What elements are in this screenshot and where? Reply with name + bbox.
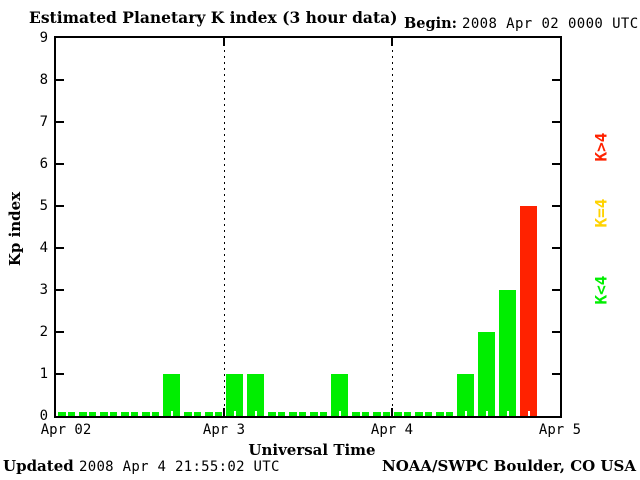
bar-tick-notch: [338, 411, 341, 416]
y-tick-right: [552, 121, 560, 123]
y-tick-left: [56, 373, 64, 375]
bar-tick-notch: [170, 411, 173, 416]
kp-bar: [268, 411, 285, 416]
bar-tick-notch: [191, 411, 194, 416]
y-tick-label: 0: [39, 408, 48, 424]
kp-bar: [184, 411, 201, 416]
updated-label: Updated: [3, 457, 74, 475]
y-tick-label: 4: [39, 240, 48, 256]
y-tick-label: 2: [39, 324, 48, 340]
day-boundary-line: [223, 38, 225, 416]
kp-bar: [436, 411, 453, 416]
legend-k-lt-4: K<4: [591, 275, 611, 305]
bar-tick-notch: [443, 411, 446, 416]
bar-tick-notch: [422, 411, 425, 416]
begin-value: 2008 Apr 02 0000 UTC: [462, 16, 639, 32]
kp-bar: [226, 374, 243, 416]
y-tick-right: [552, 247, 560, 249]
x-tick-label: Apr 5: [538, 422, 582, 438]
kp-bar: [457, 374, 474, 416]
bar-tick-notch: [506, 411, 509, 416]
bar-tick-notch: [86, 411, 89, 416]
x-tick-label: Apr 02: [40, 422, 92, 438]
day-boundary-line: [391, 38, 393, 416]
x-axis-title: Universal Time: [248, 441, 376, 459]
bar-tick-notch: [128, 411, 131, 416]
chart-title: Estimated Planetary K index (3 hour data…: [29, 8, 398, 27]
y-tick-left: [56, 205, 64, 207]
plot-area: [54, 36, 562, 418]
kp-bar: [142, 411, 159, 416]
y-tick-left: [56, 289, 64, 291]
bar-tick-notch: [212, 411, 215, 416]
x-tick-label: Apr 4: [370, 422, 414, 438]
kp-bar: [205, 411, 222, 416]
y-tick-right: [552, 289, 560, 291]
kp-bar: [310, 411, 327, 416]
y-tick-right: [552, 163, 560, 165]
day-boundary-tick-bottom: [391, 408, 393, 416]
kp-bar: [289, 411, 306, 416]
y-tick-left: [56, 247, 64, 249]
bar-tick-notch: [254, 411, 257, 416]
bar-tick-notch: [464, 411, 467, 416]
kp-bar: [373, 411, 390, 416]
day-boundary-tick-top: [391, 38, 393, 46]
legend-k-eq-4: K=4: [591, 198, 611, 228]
y-tick-label: 5: [39, 198, 48, 214]
legend-k-gt-4: K>4: [591, 132, 611, 162]
bar-tick-notch: [296, 411, 299, 416]
bar-tick-notch: [233, 411, 236, 416]
bar-tick-notch: [107, 411, 110, 416]
kp-bar: [58, 411, 75, 416]
updated-value: 2008 Apr 4 21:55:02 UTC: [78, 459, 280, 475]
bar-tick-notch: [275, 411, 278, 416]
kp-bar: [121, 411, 138, 416]
bar-tick-notch: [359, 411, 362, 416]
day-boundary-tick-top: [223, 38, 225, 46]
begin-label: Begin:: [404, 15, 458, 32]
kp-bar: [499, 290, 516, 416]
kp-bar: [331, 374, 348, 416]
kp-bar: [352, 411, 369, 416]
day-boundary-tick-bottom: [223, 408, 225, 416]
bar-tick-notch: [485, 411, 488, 416]
kp-bar: [79, 411, 96, 416]
y-tick-right: [552, 205, 560, 207]
y-tick-label: 6: [39, 156, 48, 172]
y-tick-label: 7: [39, 114, 48, 130]
x-tick-label: Apr 3: [202, 422, 246, 438]
kp-bar: [394, 411, 411, 416]
updated-line: Updated 2008 Apr 4 21:55:02 UTC: [3, 457, 280, 475]
bar-tick-notch: [401, 411, 404, 416]
y-tick-label: 1: [39, 366, 48, 382]
y-tick-left: [56, 121, 64, 123]
kp-bar: [247, 374, 264, 416]
y-tick-right: [552, 373, 560, 375]
y-tick-left: [56, 331, 64, 333]
y-tick-left: [56, 163, 64, 165]
y-tick-label: 8: [39, 72, 48, 88]
bar-tick-notch: [65, 411, 68, 416]
y-tick-label: 3: [39, 282, 48, 298]
bar-tick-notch: [380, 411, 383, 416]
bar-tick-notch: [527, 411, 530, 416]
y-tick-right: [552, 79, 560, 81]
bar-tick-notch: [317, 411, 320, 416]
kp-bar: [520, 206, 537, 416]
kp-bar: [478, 332, 495, 416]
kp-bar: [163, 374, 180, 416]
bar-tick-notch: [149, 411, 152, 416]
kp-bar: [100, 411, 117, 416]
y-tick-right: [552, 331, 560, 333]
kp-bar: [415, 411, 432, 416]
y-tick-label: 9: [39, 30, 48, 46]
y-tick-left: [56, 79, 64, 81]
credit-text: NOAA/SWPC Boulder, CO USA: [381, 457, 636, 475]
